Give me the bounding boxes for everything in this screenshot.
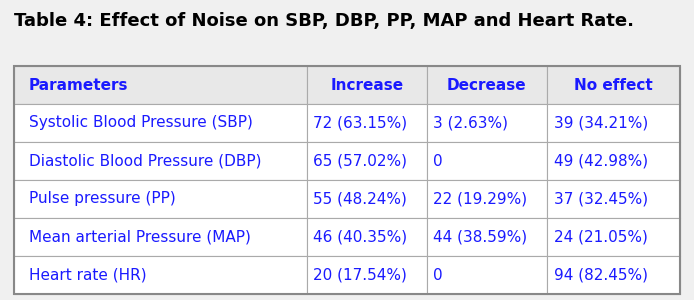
Text: 22 (19.29%): 22 (19.29%) bbox=[433, 191, 527, 206]
Text: Mean arterial Pressure (MAP): Mean arterial Pressure (MAP) bbox=[28, 230, 251, 244]
Text: Table 4: Effect of Noise on SBP, DBP, PP, MAP and Heart Rate.: Table 4: Effect of Noise on SBP, DBP, PP… bbox=[14, 12, 634, 30]
Text: 94 (82.45%): 94 (82.45%) bbox=[554, 268, 648, 283]
Text: 39 (34.21%): 39 (34.21%) bbox=[554, 116, 648, 130]
Text: Increase: Increase bbox=[330, 77, 403, 92]
Text: Systolic Blood Pressure (SBP): Systolic Blood Pressure (SBP) bbox=[28, 116, 253, 130]
Text: 65 (57.02%): 65 (57.02%) bbox=[313, 154, 407, 169]
Text: No effect: No effect bbox=[574, 77, 653, 92]
Text: 0: 0 bbox=[433, 268, 443, 283]
Text: Parameters: Parameters bbox=[28, 77, 128, 92]
Text: Decrease: Decrease bbox=[447, 77, 527, 92]
Text: 20 (17.54%): 20 (17.54%) bbox=[313, 268, 407, 283]
Text: Heart rate (HR): Heart rate (HR) bbox=[28, 268, 146, 283]
Text: 46 (40.35%): 46 (40.35%) bbox=[313, 230, 407, 244]
Text: 0: 0 bbox=[433, 154, 443, 169]
Text: Pulse pressure (PP): Pulse pressure (PP) bbox=[28, 191, 176, 206]
Text: 44 (38.59%): 44 (38.59%) bbox=[433, 230, 527, 244]
Text: 3 (2.63%): 3 (2.63%) bbox=[433, 116, 508, 130]
Text: Diastolic Blood Pressure (DBP): Diastolic Blood Pressure (DBP) bbox=[28, 154, 261, 169]
Text: 72 (63.15%): 72 (63.15%) bbox=[313, 116, 407, 130]
Text: 49 (42.98%): 49 (42.98%) bbox=[554, 154, 648, 169]
Text: 24 (21.05%): 24 (21.05%) bbox=[554, 230, 648, 244]
Text: 55 (48.24%): 55 (48.24%) bbox=[313, 191, 407, 206]
Text: 37 (32.45%): 37 (32.45%) bbox=[554, 191, 648, 206]
